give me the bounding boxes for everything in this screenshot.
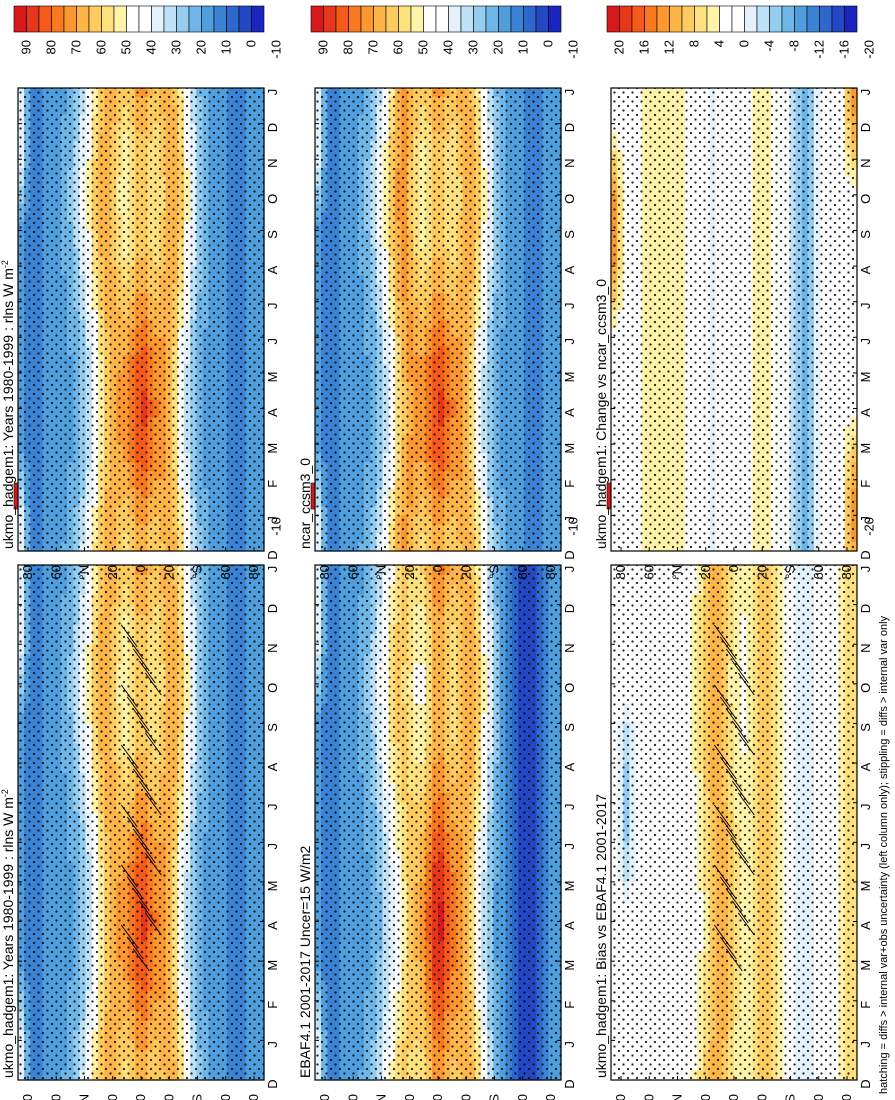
lat-tick-label: 0 xyxy=(133,1094,148,1100)
month-tick-label: J xyxy=(562,843,577,850)
month-tick-label: J xyxy=(562,1041,577,1048)
hatching xyxy=(120,624,162,972)
hatch-line xyxy=(138,900,156,924)
lat-tick-label: °N xyxy=(77,1094,92,1100)
hatch-line xyxy=(120,924,138,948)
lat-tick-label: 60 xyxy=(48,1094,63,1100)
month-tick-label: D xyxy=(265,1079,280,1088)
hatch-line xyxy=(138,720,156,744)
hatch-line xyxy=(126,816,144,840)
month-tick-label: N xyxy=(265,644,280,653)
colorbar-label: -10 xyxy=(269,517,284,536)
month-tick-label: M xyxy=(265,881,280,892)
lat-tick-label: 20 xyxy=(105,1094,120,1100)
month-tick-label: J xyxy=(265,566,280,573)
lat-tick-label: 80 xyxy=(317,1094,332,1100)
colorbar-label: -10 xyxy=(566,517,581,536)
hatch-line xyxy=(120,684,138,708)
hatch-line xyxy=(144,732,162,756)
lat-tick-label: °S xyxy=(487,1094,502,1100)
month-tick-label: S xyxy=(265,723,280,732)
hatch-line xyxy=(132,888,150,912)
month-tick-label: O xyxy=(562,683,577,693)
hatch-line xyxy=(132,648,150,672)
hatch-line xyxy=(144,672,162,696)
month-tick-label: F xyxy=(265,1001,280,1009)
hatch-line xyxy=(144,792,162,816)
month-tick-label: D xyxy=(265,604,280,613)
hatch-line xyxy=(132,948,150,972)
hatch-line xyxy=(126,936,144,960)
hatch-line xyxy=(120,804,138,828)
hatch-line xyxy=(138,840,156,864)
hatch-line xyxy=(120,864,138,888)
hatch-line xyxy=(138,780,156,804)
month-tick-label: J xyxy=(265,843,280,850)
month-tick-label: M xyxy=(562,881,577,892)
month-tick-label: S xyxy=(562,723,577,732)
panel-bias-left: DJFMAMJJASONDJ8060°N20020°S6080ukmo_hadg… xyxy=(593,482,877,1100)
lat-tick-label: °S xyxy=(190,1094,205,1100)
lat-tick-label: 80 xyxy=(246,1094,261,1100)
month-tick-label: O xyxy=(265,683,280,693)
month-tick-label: A xyxy=(562,921,577,930)
month-tick-label: D xyxy=(562,604,577,613)
month-tick-label: J xyxy=(265,803,280,810)
month-tick-label: A xyxy=(265,762,280,771)
month-tick-label: A xyxy=(265,921,280,930)
month-tick-label: A xyxy=(562,762,577,771)
lat-tick-label: 20 xyxy=(161,1094,176,1100)
month-tick-label: F xyxy=(562,1001,577,1009)
month-tick-label: M xyxy=(562,960,577,971)
lat-tick-label: 60 xyxy=(345,1094,360,1100)
panel-model-left: D J F M A M J J A S O N D J 80 60 °N 20 0 20 °S 60 80 ukmo_hadg… xyxy=(0,482,284,1100)
panel-title: EBAF4.1 2001-2017 Uncer=15 W/m2 xyxy=(297,845,313,1078)
stippling xyxy=(315,565,561,1080)
month-tick-label: J xyxy=(265,1041,280,1048)
hatch-line xyxy=(132,708,150,732)
panel-obs-left: D J F M A M J J A S O N D J 80 60 °N 20 0 20 °S 60 80 EBAF4.1 2… xyxy=(297,482,581,1100)
hatch-line xyxy=(126,636,144,660)
lat-tick-label: 20 xyxy=(458,1094,473,1100)
hatch-line xyxy=(126,756,144,780)
lat-tick-label: °N xyxy=(374,1094,389,1100)
stippling xyxy=(18,565,264,1080)
lat-tick-label: 80 xyxy=(20,1094,35,1100)
panel-title: ukmo_hadgem1: Years 1980-1999 : rlns W m… xyxy=(0,789,16,1078)
hatch-line xyxy=(144,852,162,876)
hatch-line xyxy=(126,696,144,720)
title-superscript: -2 xyxy=(0,789,10,797)
hatch-line xyxy=(126,876,144,900)
lat-tick-label: 20 xyxy=(402,1094,417,1100)
lat-tick-label: 0 xyxy=(430,1094,445,1100)
lat-tick-label: 80 xyxy=(543,1094,558,1100)
hatch-line xyxy=(120,624,138,648)
hatch-line xyxy=(144,912,162,936)
hatch-line xyxy=(132,768,150,792)
month-tick-label: D xyxy=(562,1079,577,1088)
hatch-line xyxy=(132,828,150,852)
month-tick-label: M xyxy=(265,960,280,971)
month-tick-label: N xyxy=(562,644,577,653)
lat-tick-label: 60 xyxy=(218,1094,233,1100)
month-tick-label: J xyxy=(562,803,577,810)
hatch-line xyxy=(120,744,138,768)
hatch-line xyxy=(138,660,156,684)
month-tick-label: J xyxy=(562,566,577,573)
lat-tick-label: 60 xyxy=(515,1094,530,1100)
